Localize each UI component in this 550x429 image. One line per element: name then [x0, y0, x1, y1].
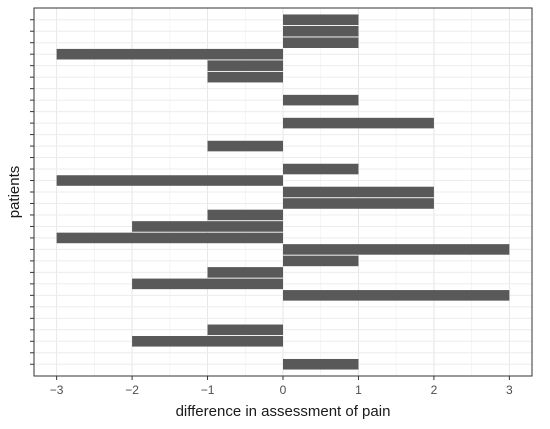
x-tick-label: −3: [50, 383, 64, 397]
bar: [132, 221, 283, 232]
bar: [132, 336, 283, 347]
bar: [283, 37, 359, 48]
bar: [283, 244, 510, 255]
bar: [207, 71, 283, 83]
bar: [283, 94, 359, 106]
bar: [283, 255, 359, 267]
bar: [283, 198, 434, 209]
x-tick-label: 2: [431, 383, 438, 397]
x-tick-label: −2: [125, 383, 139, 397]
bars: [56, 14, 510, 370]
bar: [56, 232, 283, 244]
x-axis-ticks: −3 −2 −1 0 1 2 3: [50, 376, 513, 397]
bar: [207, 267, 283, 278]
plot-border: [33, 7, 533, 377]
bar: [207, 60, 283, 71]
y-axis-title: patients: [6, 166, 23, 219]
x-tick-label: 1: [355, 383, 362, 397]
bar: [283, 117, 434, 129]
bar: [56, 48, 283, 60]
bar: [283, 25, 359, 37]
x-axis-title: difference in assessment of pain: [176, 403, 391, 420]
bar: [283, 290, 510, 301]
bar: [207, 324, 283, 336]
y-axis-ticks: [30, 19, 34, 365]
x-tick-label: 3: [506, 383, 513, 397]
bar: [283, 186, 434, 198]
bar: [283, 358, 359, 370]
bar: [132, 278, 283, 290]
bar: [207, 209, 283, 221]
bar: [56, 175, 283, 186]
x-tick-label: 0: [280, 383, 287, 397]
bar: [283, 14, 359, 26]
bar: [207, 140, 283, 152]
x-tick-label: −1: [201, 383, 215, 397]
bar: [283, 163, 359, 175]
